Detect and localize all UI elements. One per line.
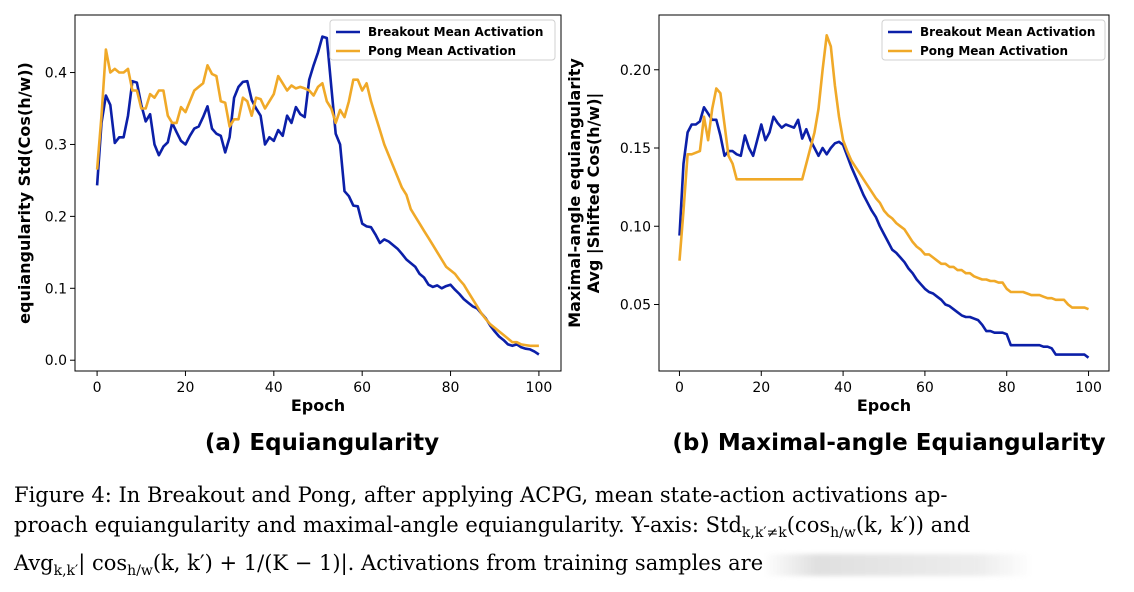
legend-label: Breakout Mean Activation	[368, 25, 543, 39]
series-line-pong	[678, 33, 1089, 311]
chart-subtitle: (b) Maximal-angle Equiangularity	[672, 430, 1105, 456]
chart-subtitle: (a) Equiangularity	[205, 430, 439, 456]
figure-canvas: 0 20 40 60 80 100 0.0 0.1 0.2 0.3 0.4 Epoch equiangu…	[15, 14, 1110, 456]
figure-caption: Figure 4: In Breakout and Pong, after ap…	[14, 480, 1118, 586]
series-line-breakout	[95, 35, 540, 356]
x-tick-label: 60	[916, 380, 934, 396]
blurred-text-overlay	[763, 553, 1034, 576]
series-line-pong	[95, 48, 539, 348]
y-axis-label: equiangularity Std(Cos(h/w))	[15, 62, 34, 324]
legend-label: Pong Mean Activation	[920, 44, 1068, 58]
caption-line-1: Figure 4: In Breakout and Pong, after ap…	[14, 483, 948, 507]
x-tick-label: 20	[177, 380, 195, 396]
x-tick-label: 100	[526, 380, 553, 396]
x-tick-label: 60	[353, 380, 371, 396]
y-axis-label: Maximal-angle equiangularity	[565, 58, 584, 328]
plot-frame	[658, 14, 1110, 372]
y-tick-label: 0.05	[620, 297, 651, 313]
x-tick-label: 0	[93, 380, 102, 396]
y-tick-label: 0.1	[45, 281, 67, 297]
x-tick-label: 0	[675, 380, 684, 396]
y-tick-label: 0.3	[45, 137, 67, 153]
y-tick-label: 0.10	[620, 219, 651, 235]
y-tick-label: 0.2	[45, 209, 67, 225]
x-tick-label: 80	[442, 380, 460, 396]
plot-frame	[74, 14, 562, 372]
chart-maximal-angle-equiangularity: 0 20 40 60 80 100 0.05 0.10 0.15 0.20 Epoch Maximal…	[565, 14, 1110, 456]
x-axis-label: Epoch	[857, 396, 911, 415]
legend-label: Pong Mean Activation	[368, 44, 516, 58]
legend-box	[881, 19, 1106, 61]
x-tick-label: 100	[1075, 380, 1102, 396]
x-tick-label: 20	[752, 380, 770, 396]
caption-line-2: proach equiangularity and maximal-angle …	[14, 513, 971, 542]
x-axis-label: Epoch	[291, 396, 345, 415]
series-line-breakout	[678, 106, 1090, 359]
x-tick-label: 40	[834, 380, 852, 396]
x-tick-label: 80	[998, 380, 1016, 396]
legend-box	[329, 19, 556, 61]
legend-label: Breakout Mean Activation	[920, 25, 1095, 39]
y-tick-label: 0.15	[620, 141, 651, 157]
y-tick-label: 0.4	[45, 66, 67, 82]
x-tick-label: 40	[265, 380, 283, 396]
y-tick-label: 0.20	[620, 63, 651, 79]
caption-line-3: Avgk,k′| cosh/w(k, k′) + 1/(K − 1)|. Act…	[14, 548, 1118, 586]
chart-equiangularity: 0 20 40 60 80 100 0.0 0.1 0.2 0.3 0.4 Epoch equiangu…	[15, 14, 562, 456]
y-tick-label: 0.0	[45, 353, 67, 369]
y-axis-label: Avg |Shifted Cos(h/w)|	[584, 93, 604, 294]
